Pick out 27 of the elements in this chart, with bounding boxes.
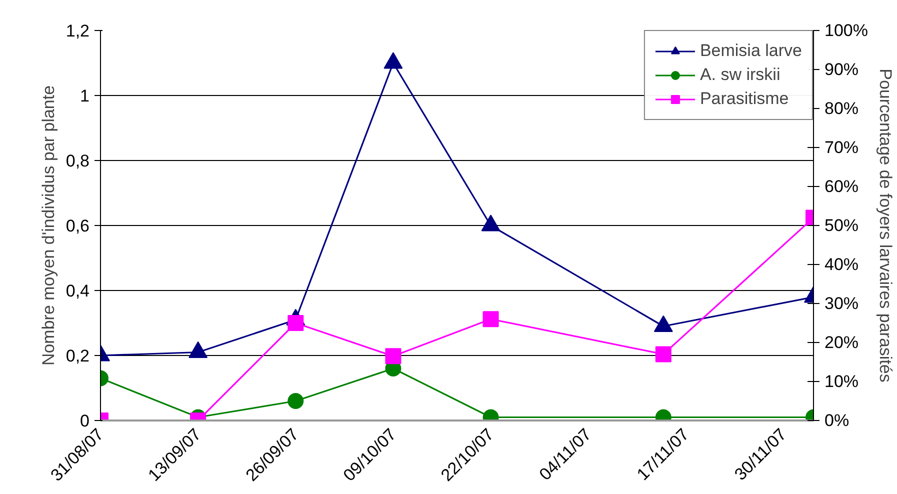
y2-tick-label: 90% — [824, 60, 859, 79]
y-axis-title: Nombre moyen d'individus par plante — [38, 85, 58, 366]
y2-tick-label: 60% — [824, 177, 859, 196]
y2-tick-label: 50% — [824, 216, 859, 235]
y2-tick-label: 0% — [824, 411, 850, 430]
point — [481, 214, 500, 232]
point — [188, 341, 208, 358]
y-tick-label: 1,2 — [66, 22, 90, 40]
y2-axis-title: Pourcentage de foyers larvaires parasités — [876, 68, 895, 382]
legend-label: Bemisia larve — [700, 41, 802, 61]
y2-tick-label: 100% — [824, 21, 868, 40]
y2-tick-label: 40% — [824, 255, 859, 274]
y-tick-label: 0,6 — [66, 216, 90, 236]
y-tick-label: 0,8 — [66, 152, 90, 170]
y-tick-label: 0,4 — [66, 282, 90, 300]
y2-tick-label: 30% — [824, 294, 859, 313]
point — [654, 315, 673, 332]
y2-tick-label: 80% — [824, 99, 859, 118]
y2-tick-label: 10% — [824, 372, 859, 391]
y-tick-label: 0,2 — [66, 346, 90, 366]
y-tick-label: 0 — [80, 412, 90, 430]
point — [384, 52, 403, 69]
y2-tick-label: 20% — [824, 333, 859, 352]
y2-tick-label: 70% — [824, 138, 859, 157]
legend-label: A. sw irskii — [700, 65, 780, 85]
legend-label: Parasitisme — [700, 89, 789, 109]
y-tick-label: 1 — [80, 86, 90, 106]
